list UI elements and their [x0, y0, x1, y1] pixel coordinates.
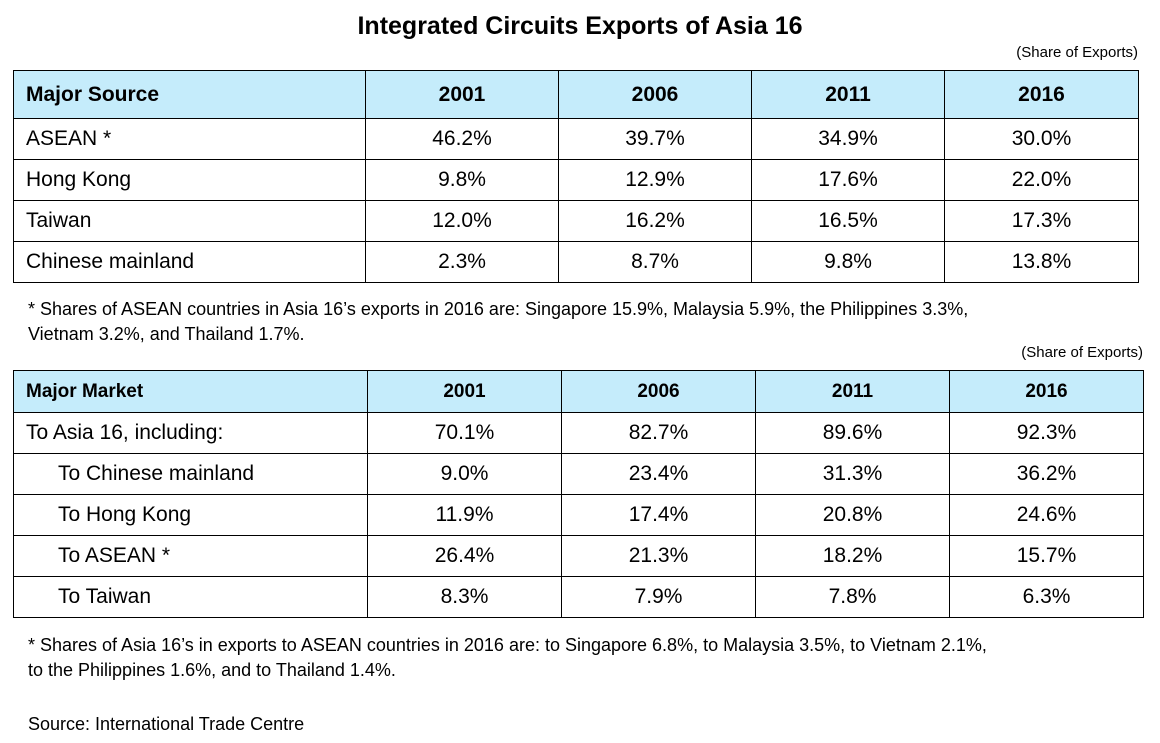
table-cell: 92.3% [949, 412, 1144, 454]
table-cell: 9.0% [367, 453, 562, 495]
table-cell: 2.3% [365, 241, 559, 283]
row-label: Chinese mainland [13, 241, 366, 283]
table1-footnote: * Shares of ASEAN countries in Asia 16’s… [28, 297, 968, 347]
table-cell: 15.7% [949, 535, 1144, 577]
table-cell: 13.8% [944, 241, 1139, 283]
row-label: To Taiwan [13, 576, 368, 618]
table-row: To Chinese mainland 9.0% 23.4% 31.3% 36.… [13, 453, 1144, 495]
table-cell: 22.0% [944, 159, 1139, 201]
table-cell: 18.2% [755, 535, 950, 577]
page-title: Integrated Circuits Exports of Asia 16 [357, 12, 803, 40]
column-header: 2016 [949, 370, 1144, 413]
table2-unit-label: (Share of Exports) [1021, 344, 1143, 361]
row-label: To Hong Kong [13, 494, 368, 536]
column-header: 2001 [365, 70, 559, 119]
table-cell: 39.7% [558, 118, 752, 160]
table-cell: 16.2% [558, 200, 752, 242]
footnote-line: to the Philippines 1.6%, and to Thailand… [28, 660, 396, 680]
major-source-table: Major Source 2001 2006 2011 2016 ASEAN *… [13, 70, 1139, 283]
table-header-row: Major Source 2001 2006 2011 2016 [13, 70, 1139, 119]
table-cell: 17.6% [751, 159, 945, 201]
table-cell: 7.9% [561, 576, 756, 618]
table-cell: 30.0% [944, 118, 1139, 160]
table1-unit-label: (Share of Exports) [1016, 44, 1138, 61]
column-header: 2016 [944, 70, 1139, 119]
footnote-line: Vietnam 3.2%, and Thailand 1.7%. [28, 324, 305, 344]
row-label: To Asia 16, including: [13, 412, 368, 454]
column-header: 2006 [561, 370, 756, 413]
row-label: ASEAN * [13, 118, 366, 160]
table-cell: 6.3% [949, 576, 1144, 618]
table2-footnote: * Shares of Asia 16’s in exports to ASEA… [28, 633, 987, 683]
row-label: To Chinese mainland [13, 453, 368, 495]
table-cell: 36.2% [949, 453, 1144, 495]
table-cell: 8.3% [367, 576, 562, 618]
column-header: 2001 [367, 370, 562, 413]
column-header: 2006 [558, 70, 752, 119]
table-row: To Taiwan 8.3% 7.9% 7.8% 6.3% [13, 576, 1144, 618]
table-row: To Hong Kong 11.9% 17.4% 20.8% 24.6% [13, 494, 1144, 536]
table-row: To ASEAN * 26.4% 21.3% 18.2% 15.7% [13, 535, 1144, 577]
source-note: Source: International Trade Centre [28, 714, 305, 734]
column-header: 2011 [751, 70, 945, 119]
footnote-line: * Shares of Asia 16’s in exports to ASEA… [28, 635, 987, 655]
table-cell: 8.7% [558, 241, 752, 283]
table-cell: 7.8% [755, 576, 950, 618]
column-header: Major Market [13, 370, 368, 413]
column-header: 2011 [755, 370, 950, 413]
row-label: Taiwan [13, 200, 366, 242]
table-row: Chinese mainland 2.3% 8.7% 9.8% 13.8% [13, 241, 1139, 283]
table-cell: 9.8% [365, 159, 559, 201]
table-cell: 46.2% [365, 118, 559, 160]
row-label: To ASEAN * [13, 535, 368, 577]
table-cell: 12.9% [558, 159, 752, 201]
table-cell: 12.0% [365, 200, 559, 242]
column-header: Major Source [13, 70, 366, 119]
footnote-line: * Shares of ASEAN countries in Asia 16’s… [28, 299, 969, 319]
row-label: Hong Kong [13, 159, 366, 201]
table-cell: 20.8% [755, 494, 950, 536]
table-cell: 70.1% [367, 412, 562, 454]
table-cell: 11.9% [367, 494, 562, 536]
table-cell: 21.3% [561, 535, 756, 577]
table-cell: 17.4% [561, 494, 756, 536]
table-cell: 34.9% [751, 118, 945, 160]
table-cell: 26.4% [367, 535, 562, 577]
major-market-table: Major Market 2001 2006 2011 2016 To Asia… [13, 370, 1144, 618]
table-cell: 82.7% [561, 412, 756, 454]
table-cell: 89.6% [755, 412, 950, 454]
table-cell: 9.8% [751, 241, 945, 283]
table-row: ASEAN * 46.2% 39.7% 34.9% 30.0% [13, 118, 1139, 160]
table-row: Hong Kong 9.8% 12.9% 17.6% 22.0% [13, 159, 1139, 201]
table-cell: 24.6% [949, 494, 1144, 536]
table-header-row: Major Market 2001 2006 2011 2016 [13, 370, 1144, 413]
table-row: Taiwan 12.0% 16.2% 16.5% 17.3% [13, 200, 1139, 242]
table-cell: 23.4% [561, 453, 756, 495]
table-cell: 31.3% [755, 453, 950, 495]
table-row: To Asia 16, including: 70.1% 82.7% 89.6%… [13, 412, 1144, 454]
table-cell: 17.3% [944, 200, 1139, 242]
table-cell: 16.5% [751, 200, 945, 242]
